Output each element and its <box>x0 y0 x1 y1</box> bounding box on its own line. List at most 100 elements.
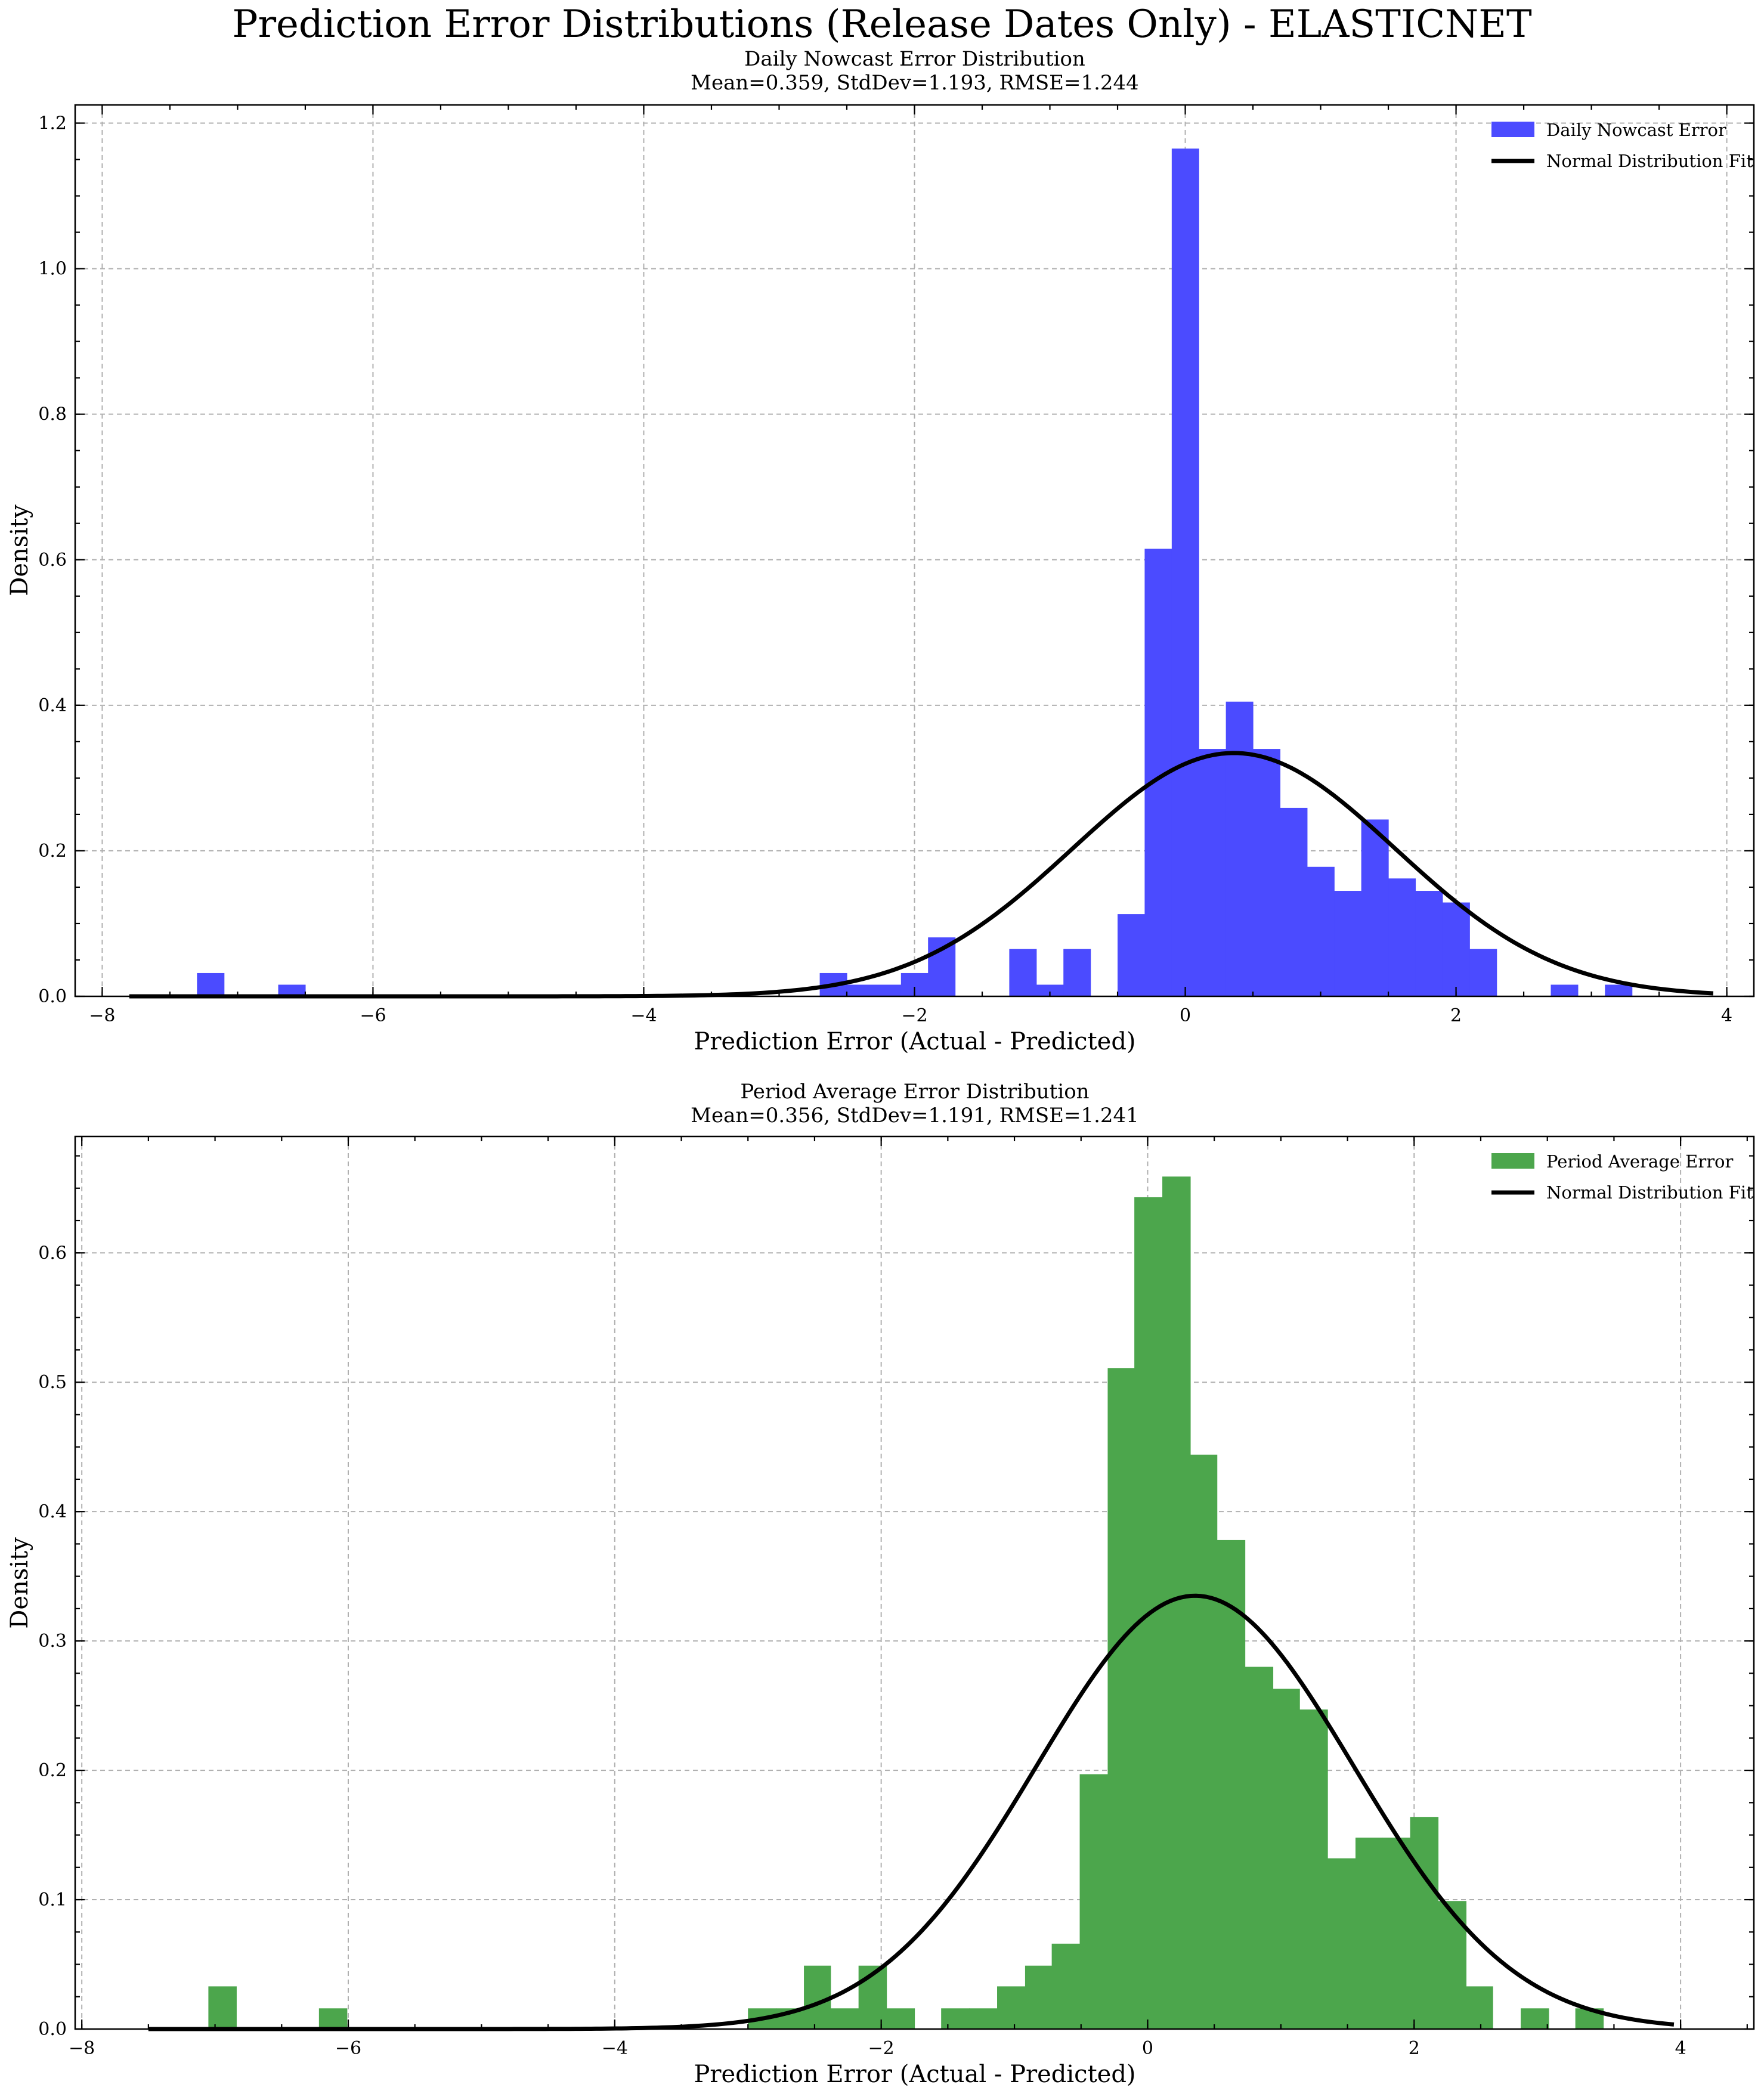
x-tick-label: 0 <box>1142 2038 1153 2059</box>
y-tick-label: 0.4 <box>38 695 67 716</box>
x-tick-label: −6 <box>335 2038 361 2059</box>
y-tick-label: 0.1 <box>38 1890 67 1910</box>
histogram-bar <box>1107 1368 1135 2029</box>
histogram-bar <box>1521 2008 1549 2029</box>
x-tick-label: 4 <box>1721 1005 1732 1026</box>
histogram-bar <box>969 2008 998 2029</box>
histogram-bar <box>208 1986 237 2029</box>
y-tick-label: 0.2 <box>38 841 67 862</box>
histogram-bar <box>886 2008 915 2029</box>
histogram-bar <box>1382 1837 1411 2029</box>
histogram-bar <box>1307 866 1335 996</box>
legend-label: Daily Nowcast Error <box>1546 120 1726 140</box>
histogram-bar <box>1334 891 1362 996</box>
panel-title: Period Average Error Distribution <box>740 1080 1089 1104</box>
histogram-bar <box>1415 891 1443 996</box>
y-tick-label: 1.2 <box>38 113 67 134</box>
legend-swatch-bars <box>1491 1153 1534 1169</box>
histogram-bar <box>1051 1943 1081 2029</box>
histogram-bar <box>1299 1709 1328 2029</box>
histogram-bar <box>1605 984 1633 996</box>
panel-subtitle: Mean=0.359, StdDev=1.193, RMSE=1.244 <box>691 71 1139 95</box>
histogram-bars <box>208 1176 1604 2029</box>
axis-ticks: −8 −6 −4 −2 0 2 4 0.0 0.2 0.4 0.6 0.8 1.0 1.2 <box>38 105 1754 1026</box>
y-axis-label: Density <box>6 1537 33 1629</box>
panel-title: Daily Nowcast Error Distribution <box>744 47 1085 71</box>
histogram-bar <box>1280 807 1308 996</box>
x-tick-label: −2 <box>901 1005 927 1026</box>
histogram-bar <box>928 937 956 996</box>
legend-label: Normal Distribution Fit <box>1546 151 1753 171</box>
legend: Daily Nowcast Error Normal Distribution F… <box>1491 120 1753 171</box>
y-tick-label: 0.6 <box>38 1243 67 1263</box>
histogram-bar <box>1171 148 1199 996</box>
histogram-bar <box>1410 1817 1439 2029</box>
histogram-bar <box>1442 902 1470 996</box>
x-tick-label: 2 <box>1450 1005 1462 1026</box>
histogram-bar <box>1253 749 1281 996</box>
histogram-bar <box>1551 984 1579 996</box>
x-tick-label: −2 <box>868 2038 895 2059</box>
histogram-bar <box>1245 1667 1274 2029</box>
histogram-bar <box>1079 1774 1109 2029</box>
x-tick-label: −8 <box>69 2038 95 2059</box>
y-tick-label: 0.4 <box>38 1501 67 1522</box>
histogram-bar <box>1190 1454 1218 2029</box>
legend-label: Normal Distribution Fit <box>1546 1182 1753 1203</box>
legend-label: Period Average Error <box>1546 1151 1734 1172</box>
plot-frame <box>74 104 1755 998</box>
legend: Period Average Error Normal Distribution … <box>1491 1151 1753 1203</box>
histogram-bar <box>1361 819 1389 996</box>
histogram-bar <box>941 2008 970 2029</box>
x-tick-label: −8 <box>89 1005 115 1026</box>
histogram-bar <box>1438 1901 1467 2029</box>
x-tick-label: −6 <box>360 1005 386 1026</box>
y-tick-label: 0.2 <box>38 1760 67 1781</box>
histogram-bar <box>1217 1540 1246 2029</box>
plot-frame <box>74 1135 1755 2030</box>
histogram-bar <box>1063 949 1091 996</box>
histogram-bar <box>874 984 902 996</box>
histogram-bar <box>278 984 306 996</box>
histogram-bar <box>997 1986 1026 2029</box>
histogram-bar <box>1327 1858 1356 2029</box>
histogram-bar <box>1199 749 1227 996</box>
histogram-bar <box>830 2008 859 2029</box>
histogram-bar <box>1273 1689 1300 2029</box>
x-tick-label: 2 <box>1409 2038 1420 2059</box>
histogram-bar <box>804 1965 831 2029</box>
y-axis-label: Density <box>6 504 33 596</box>
histogram-bar <box>1355 1837 1383 2029</box>
grid <box>75 105 1754 997</box>
histogram-bars <box>197 148 1633 996</box>
histogram-bar <box>1036 984 1064 996</box>
figure-suptitle: Prediction Error Distributions (Release … <box>232 2 1532 47</box>
daily-nowcast-panel: Daily Nowcast Error Distribution Mean=0.… <box>6 47 1755 1055</box>
x-tick-label: −4 <box>630 1005 657 1026</box>
y-tick-label: 1.0 <box>38 259 67 280</box>
histogram-bar <box>846 984 874 996</box>
x-tick-label: −4 <box>602 2038 628 2059</box>
histogram-bar <box>1025 1965 1053 2029</box>
y-tick-label: 0.5 <box>38 1372 67 1393</box>
period-average-panel: Period Average Error Distribution Mean=0… <box>6 1080 1755 2088</box>
legend-swatch-bars <box>1491 122 1534 137</box>
histogram-bar <box>1225 701 1254 996</box>
histogram-bar <box>1388 878 1416 996</box>
x-axis-label: Prediction Error (Actual - Predicted) <box>694 1028 1135 1055</box>
y-tick-label: 0.0 <box>38 2019 67 2040</box>
histogram-bar <box>197 972 225 996</box>
histogram-bar <box>1118 914 1146 996</box>
panel-subtitle: Mean=0.356, StdDev=1.191, RMSE=1.241 <box>691 1104 1139 1128</box>
y-tick-label: 0.3 <box>38 1631 67 1652</box>
x-axis-label: Prediction Error (Actual - Predicted) <box>694 2061 1135 2088</box>
x-tick-label: 4 <box>1675 2038 1686 2059</box>
x-tick-label: 0 <box>1180 1005 1191 1026</box>
y-tick-label: 0.8 <box>38 404 67 425</box>
y-tick-label: 0.0 <box>38 986 67 1007</box>
histogram-bar <box>1469 949 1497 996</box>
histogram-bar <box>318 2008 348 2029</box>
histogram-bar <box>1009 949 1037 996</box>
